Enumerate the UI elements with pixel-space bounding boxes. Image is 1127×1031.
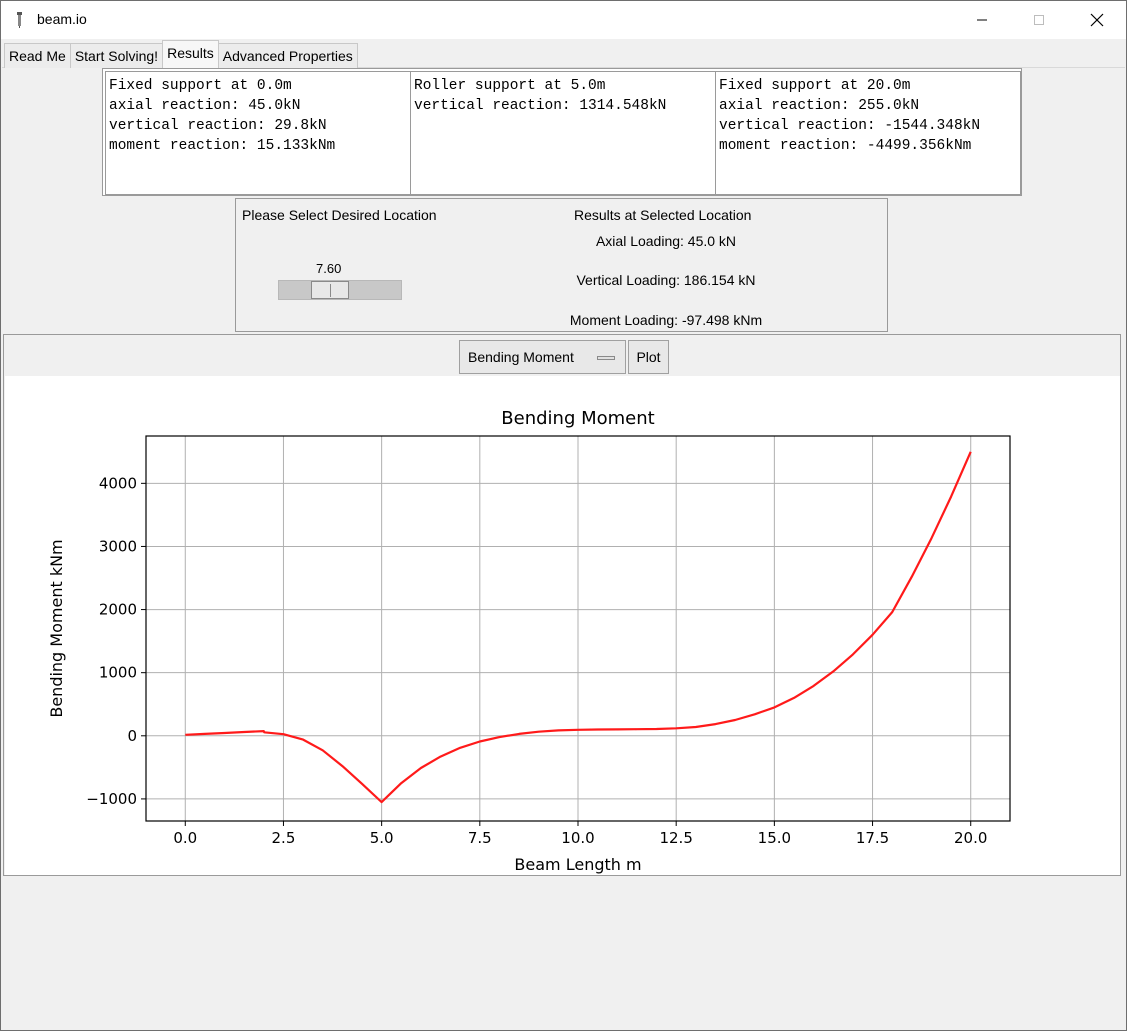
location-slider[interactable] — [278, 280, 402, 300]
x-tick-label: 17.5 — [856, 829, 889, 847]
axial-loading: Axial Loading: 45.0 kN — [595, 233, 737, 249]
y-tick-label: 1000 — [99, 664, 137, 682]
x-tick-label: 5.0 — [370, 829, 394, 847]
plot-canvas: 0.0 2.5 5.0 7.5 10.0 12.5 15.0 17.5 20.0 −1000 0 10… — [5, 376, 1120, 875]
x-tick-label: 12.5 — [659, 829, 692, 847]
plot-button[interactable]: Plot — [628, 340, 669, 374]
chart-title: Bending Moment — [501, 408, 654, 429]
x-axis-label: Beam Length m — [514, 855, 641, 874]
reactions-panel: Fixed support at 0.0m axial reaction: 45… — [102, 68, 1022, 196]
close-icon — [1090, 13, 1104, 27]
reaction-textbox-left[interactable]: Fixed support at 0.0m axial reaction: 45… — [105, 71, 411, 195]
reaction-textbox-right[interactable]: Fixed support at 20.0m axial reaction: 2… — [715, 71, 1021, 195]
dropdown-selected: Bending Moment — [468, 349, 574, 365]
tab-divider — [2, 67, 1125, 68]
tab-read-me[interactable]: Read Me — [4, 43, 71, 68]
y-tick-label: 2000 — [99, 601, 137, 619]
tab-bar: Read Me Start Solving! Results Advanced … — [4, 40, 358, 68]
maximize-button[interactable] — [1010, 1, 1068, 39]
y-tick-label: 3000 — [99, 537, 137, 555]
x-tick-label: 0.0 — [173, 829, 197, 847]
reaction-textbox-middle[interactable]: Roller support at 5.0m vertical reaction… — [410, 71, 716, 195]
tab-start-solving[interactable]: Start Solving! — [69, 43, 164, 68]
x-tick-label: 2.5 — [272, 829, 296, 847]
bending-moment-chart: 0.0 2.5 5.0 7.5 10.0 12.5 15.0 17.5 20.0 −1000 0 10… — [47, 408, 1011, 874]
bending-moment-line — [185, 451, 972, 804]
maximize-icon — [1034, 15, 1044, 25]
slider-thumb[interactable] — [311, 281, 349, 299]
tab-advanced-properties[interactable]: Advanced Properties — [217, 43, 358, 68]
plot-type-dropdown[interactable]: Bending Moment — [459, 340, 626, 374]
plot-panel: Bending Moment Plot 0.0 2.5 5.0 7.5 10.0 12.5… — [3, 334, 1121, 876]
moment-loading: Moment Loading: -97.498 kNm — [569, 312, 763, 328]
y-tick-label: −1000 — [86, 790, 137, 808]
y-tick-label: 4000 — [99, 474, 137, 492]
dropdown-indicator-icon — [597, 356, 615, 360]
app-icon — [17, 12, 22, 28]
results-title: Results at Selected Location — [574, 207, 752, 223]
location-panel: Please Select Desired Location 7.60 Resu… — [235, 198, 888, 332]
close-button[interactable] — [1068, 1, 1126, 39]
location-label: Please Select Desired Location — [242, 207, 437, 223]
x-tick-label: 7.5 — [468, 829, 492, 847]
title-bar: beam.io — [0, 0, 1127, 39]
vertical-loading: Vertical Loading: 186.154 kN — [576, 272, 756, 288]
x-tick-label: 20.0 — [954, 829, 987, 847]
tab-results[interactable]: Results — [162, 40, 219, 68]
window-title: beam.io — [37, 11, 87, 27]
x-tick-label: 15.0 — [758, 829, 791, 847]
minimize-button[interactable] — [953, 1, 1011, 39]
x-tick-label: 10.0 — [561, 829, 594, 847]
y-tick-label: 0 — [127, 727, 137, 745]
y-axis-label: Bending Moment kNm — [47, 539, 66, 717]
slider-value: 7.60 — [316, 261, 342, 276]
minimize-icon — [977, 19, 987, 21]
